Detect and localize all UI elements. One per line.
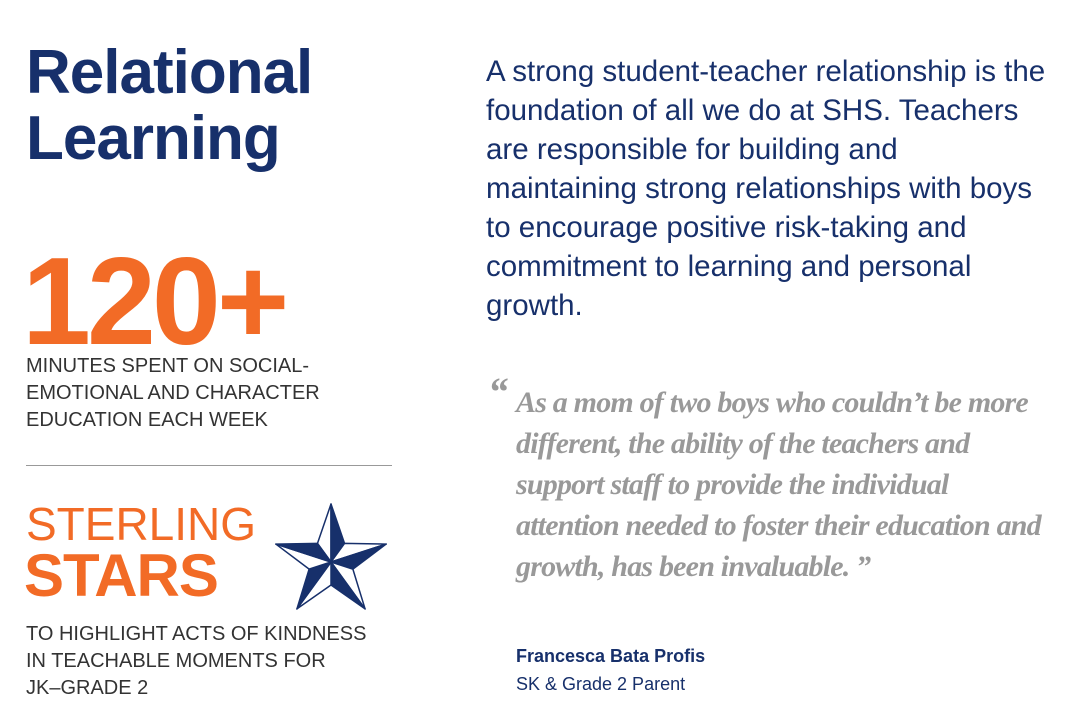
testimonial-quote: As a mom of two boys who couldn’t be mor… xyxy=(516,382,1056,587)
title-line: Learning xyxy=(26,104,281,173)
intro-paragraph: A strong student-teacher relationship is… xyxy=(486,55,1046,322)
divider xyxy=(26,465,392,466)
star-point-half xyxy=(275,542,332,563)
stat-value: 120+ xyxy=(22,233,289,371)
quote-author: Francesca Bata Profis xyxy=(516,646,706,666)
stars-label: Stars xyxy=(24,542,219,609)
caption-line: emotional and character xyxy=(26,382,320,404)
page-title: Relational Learning xyxy=(26,38,313,173)
close-quote-mark: ” xyxy=(849,550,871,583)
caption-line: in teachable moments for xyxy=(26,650,326,672)
caption-line: To highlight acts of kindness xyxy=(26,623,367,645)
quote-text: As a mom of two boys who couldn’t be mor… xyxy=(516,386,1042,583)
sterling-label: Sterling xyxy=(26,498,257,550)
caption-line: JK–Grade 2 xyxy=(26,677,149,699)
open-quote-mark: “ xyxy=(488,369,508,414)
nautical-star-icon xyxy=(275,503,387,610)
stat-caption: Minutes spent on social- emotional and c… xyxy=(26,353,320,434)
quote-author-role: SK & Grade 2 Parent xyxy=(516,674,686,694)
caption-line: Minutes spent on social- xyxy=(26,355,310,377)
sterling-caption: To highlight acts of kindness in teachab… xyxy=(26,621,366,702)
title-line: Relational xyxy=(26,38,313,107)
caption-line: education each week xyxy=(26,409,268,431)
